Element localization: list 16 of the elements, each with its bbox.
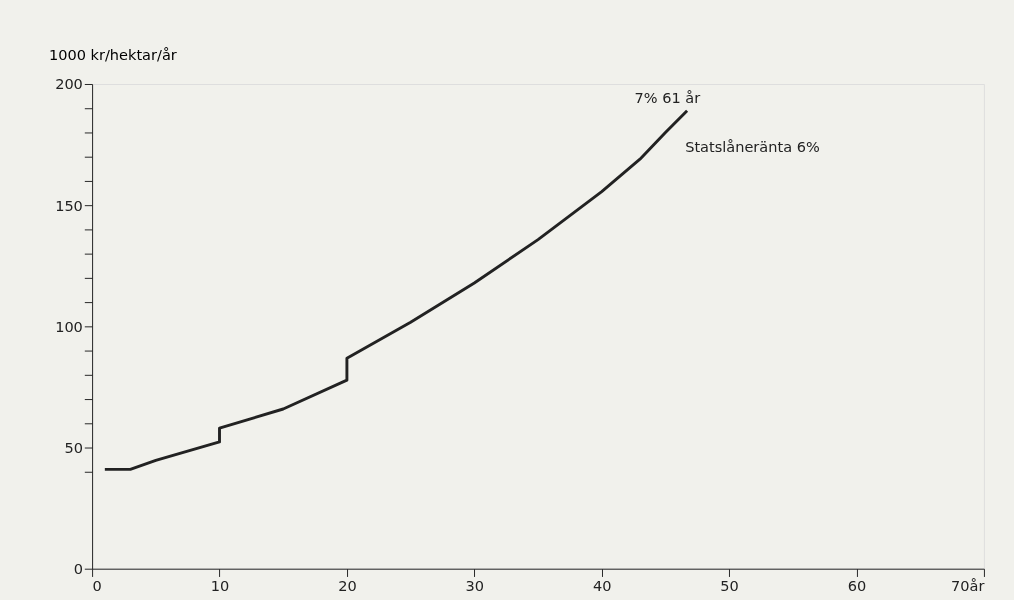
y-tick-label: 0 bbox=[73, 561, 83, 578]
y-tick-label: 150 bbox=[55, 197, 83, 214]
x-tick-label: 30 bbox=[465, 577, 485, 594]
x-tick-label: 0 bbox=[92, 577, 102, 594]
x-tick-label: 20 bbox=[338, 577, 357, 594]
x-tick-label: 70år bbox=[951, 577, 985, 594]
x-tick-label: 60 bbox=[847, 577, 867, 594]
x-tick-label: 40 bbox=[592, 577, 612, 594]
annotation: Statslåneränta 6% bbox=[685, 138, 820, 155]
annotation: 7% 61 år bbox=[634, 90, 701, 107]
x-tick-label: 10 bbox=[210, 577, 230, 594]
y-axis-title: 1000 kr/hektar/år bbox=[48, 47, 177, 64]
y-tick-label: 100 bbox=[55, 318, 83, 335]
y-tick-label: 200 bbox=[55, 76, 83, 93]
x-tick-label: 50 bbox=[720, 577, 739, 594]
y-tick-label: 50 bbox=[64, 439, 83, 456]
